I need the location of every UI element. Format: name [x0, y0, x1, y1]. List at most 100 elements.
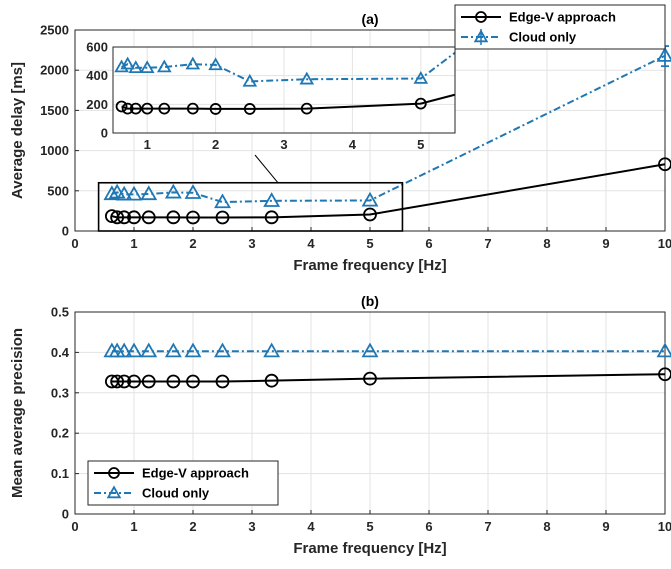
data-point — [117, 374, 132, 389]
x-tick-label: 6 — [425, 236, 432, 251]
inset-x-tick-label: 5 — [417, 137, 424, 152]
data-point — [184, 184, 202, 199]
zoom-connector — [254, 154, 279, 184]
x-tick-label: 1 — [130, 236, 137, 251]
data-point — [108, 183, 126, 199]
data-point — [164, 342, 182, 358]
series-line-0 — [111, 373, 666, 383]
x-tick-label: 7 — [484, 236, 491, 251]
series-line-0 — [111, 163, 666, 219]
data-point — [115, 342, 133, 358]
x-tick-label: 4 — [307, 519, 315, 534]
data-point — [658, 157, 671, 172]
x-tick-label: 5 — [366, 519, 373, 534]
y-tick-label: 2500 — [40, 23, 69, 38]
inset-series-group — [114, 51, 455, 115]
inset-series-line-1 — [121, 51, 455, 83]
data-point — [656, 47, 671, 62]
panel-a: 0 1 2 3 4 5 6 7 8 9 1005001000150020002500(a)Frame… — [9, 4, 671, 274]
data-point — [363, 207, 377, 222]
inset-y-tick-label: 200 — [86, 97, 108, 112]
x-tick-label: 9 — [602, 519, 609, 534]
inset-y-tick-label: 400 — [86, 68, 108, 83]
x-tick-label: 2 — [189, 236, 196, 251]
y-axis-label: Mean average precision — [9, 328, 26, 498]
data-point — [141, 210, 156, 225]
inset: 1 2 3 4 5 0 200 400 600 — [86, 40, 456, 152]
inset-data-point — [242, 73, 258, 87]
y-tick-label: 0 — [62, 507, 69, 522]
x-axis-label: Frame frequency [Hz] — [293, 257, 446, 274]
inset-x-tick-label: 4 — [349, 137, 357, 152]
x-tick-label: 3 — [248, 519, 255, 534]
inset-data-point — [156, 59, 172, 73]
inset-data-point — [128, 60, 144, 73]
data-point — [166, 210, 181, 225]
x-tick-label: 0 — [71, 236, 78, 251]
inset-data-point — [413, 70, 429, 84]
inset-data-point — [114, 59, 129, 73]
legend-label: Cloud only — [509, 30, 577, 45]
data-point — [264, 210, 279, 225]
inset-data-point — [120, 56, 135, 70]
data-point — [215, 374, 230, 389]
zoom-box — [97, 181, 404, 232]
data-point — [215, 210, 230, 225]
inset-data-point — [129, 102, 142, 115]
data-point — [263, 342, 281, 358]
y-tick-label: 0.5 — [51, 305, 69, 320]
x-tick-label: 8 — [543, 236, 550, 251]
inset-data-point — [139, 60, 155, 73]
data-point — [110, 210, 125, 225]
legend-swatch-marker — [106, 485, 122, 499]
data-point — [186, 210, 200, 225]
data-point — [140, 342, 158, 358]
legend-label: Edge-V approach — [142, 466, 249, 481]
data-point — [214, 193, 231, 209]
x-tick-label: 0 — [71, 519, 78, 534]
data-point — [166, 374, 181, 389]
data-point — [361, 191, 379, 207]
data-point — [658, 367, 671, 382]
data-point — [214, 342, 231, 358]
panel-b: 0 1 2 3 4 5 6 7 8 9 10 0 0.1 0.2 0.3 0.4 0.5 (b) Frame fre… — [9, 293, 671, 557]
inset-data-point — [243, 103, 256, 115]
data-point — [125, 185, 143, 201]
x-tick-label: 10 — [658, 236, 671, 251]
data-point — [164, 183, 182, 199]
data-point — [125, 342, 143, 358]
inset-data-point — [186, 102, 199, 115]
y-tick-label: 1000 — [40, 143, 69, 158]
x-tick-label: 2 — [189, 519, 196, 534]
x-tick-label: 4 — [307, 236, 315, 251]
x-axis-label: Frame frequency [Hz] — [293, 540, 446, 557]
inset-data-point — [208, 57, 223, 71]
inset-data-point — [300, 102, 313, 115]
axes-frame — [74, 311, 666, 515]
data-point — [127, 210, 141, 225]
legend: Edge-V approach Cloud only — [454, 4, 666, 50]
legend-box — [454, 4, 666, 50]
legend-label: Edge-V approach — [509, 10, 616, 25]
inset-x-tick-label: 2 — [212, 137, 219, 152]
legend-swatch-marker — [475, 11, 487, 23]
data-point — [264, 373, 279, 388]
y-tick-label: 0 — [62, 224, 69, 239]
data-point — [115, 185, 133, 201]
data-point — [656, 342, 671, 358]
inset-data-point — [115, 100, 128, 113]
legend: Edge-V approach Cloud only — [87, 460, 279, 506]
data-point — [141, 374, 156, 389]
y-tick-label: 1500 — [40, 103, 69, 118]
legend-label: Cloud only — [142, 486, 210, 501]
x-tick-label: 9 — [602, 236, 609, 251]
inset-x-tick-label: 3 — [280, 137, 287, 152]
x-tick-label: 1 — [130, 519, 137, 534]
x-tick-label: 8 — [543, 519, 550, 534]
data-point — [140, 185, 158, 201]
data-point — [103, 185, 121, 201]
data-point — [117, 210, 132, 225]
y-tick-label: 0.4 — [51, 345, 70, 360]
y-tick-label: 0.1 — [51, 466, 69, 481]
